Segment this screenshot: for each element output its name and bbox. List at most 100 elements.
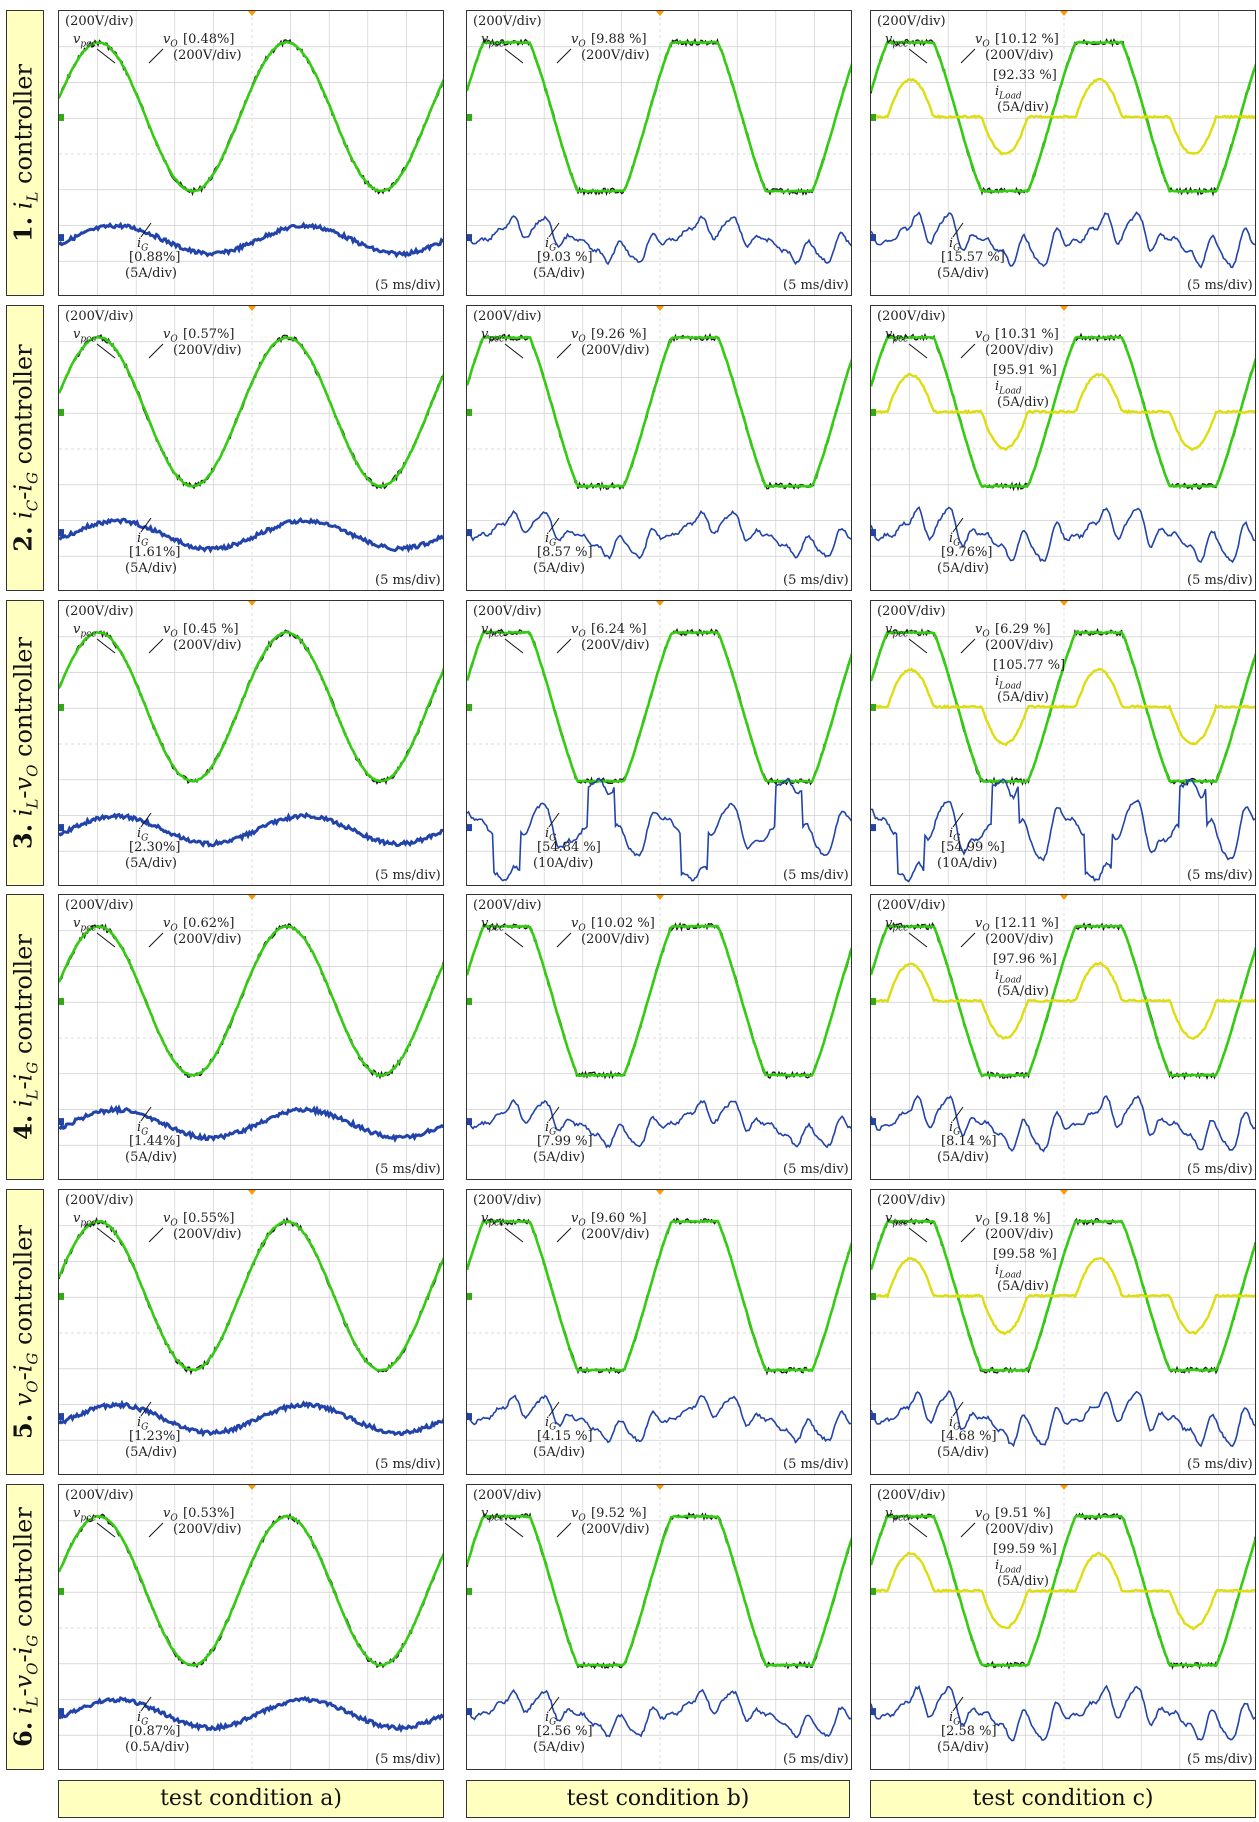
vo-symbol: vO [571,622,586,640]
trigger-marker [656,895,664,900]
channel-marker-current [59,234,64,242]
channel-marker-current [467,824,472,832]
ig-symbol: iG [545,1120,557,1138]
vpcc-symbol: vpcc [73,1211,97,1229]
ig-scale-label: (5A/div) [125,266,178,281]
ig-scale-label: (5A/div) [533,1445,586,1460]
time-scale-label: (5 ms/div) [783,1752,849,1767]
label-arrows [908,638,976,828]
vpcc-trace [467,921,851,1080]
ig-thd-label: [4.15 %] [537,1429,593,1444]
scope-panel-r4-a: (200V/div) (5 ms/div) vpcc vO [0.62%] (200V/d… [58,894,444,1180]
channel-marker-current [467,1118,472,1126]
scope-panel-r5-a: (200V/div) (5 ms/div) vpcc vO [0.55%] (200V/d… [58,1189,444,1475]
voltage-scale-label: (200V/div) [473,604,542,619]
scope-grid [871,11,1255,295]
ig-thd-label: [2.30%] [129,840,181,855]
vo-trace [467,40,851,194]
vo-trace [871,40,1255,194]
vo-thd-label: [9.52 %] [591,1506,647,1521]
vo-scale-label: (200V/div) [581,1522,650,1537]
scope-grid [871,895,1255,1179]
ig-thd-label: [54.99 %] [941,840,1005,855]
row-number-6: 6. [8,1721,38,1747]
time-scale-label: (5 ms/div) [375,1162,441,1177]
vpcc-symbol: vpcc [481,1211,505,1229]
ig-trace [467,1098,851,1149]
ig-symbol: iG [949,826,961,844]
vo-trace [467,1219,851,1373]
iload-trace [871,1551,1255,1631]
voltage-scale-label: (200V/div) [877,14,946,29]
label-arrows [504,932,572,1122]
iload-thd-label: [95.91 %] [993,363,1057,378]
ig-scale-label: (5A/div) [125,856,178,871]
vo-thd-label: [0.62%] [183,916,235,931]
scope-traces [467,1190,851,1474]
scope-traces [871,306,1255,590]
voltage-scale-label: (200V/div) [65,1488,134,1503]
vpcc-trace [59,1216,443,1376]
channel-marker-voltage [59,997,64,1005]
trigger-marker [248,895,256,900]
ig-thd-label: [54.84 %] [537,840,601,855]
ig-symbol: iG [949,531,961,549]
ig-trace [871,1389,1255,1448]
ig-symbol: iG [545,1415,557,1433]
iload-symbol: iLoad [995,674,1022,692]
vo-thd-label: [10.02 %] [591,916,655,931]
vo-trace [59,1219,443,1373]
time-scale-label: (5 ms/div) [783,1162,849,1177]
trigger-marker [1060,306,1068,311]
iload-symbol: iLoad [995,84,1022,102]
channel-marker-current [59,824,64,832]
label-arrows [504,1227,572,1417]
scope-panel-r2-b: (200V/div) (5 ms/div) vpcc vO [9.26 %] (200V/… [466,305,852,591]
vo-trace [59,924,443,1077]
vpcc-trace [467,332,851,492]
iload-scale-label: (5A/div) [997,690,1050,705]
channel-marker-current [467,1413,472,1421]
vo-thd-label: [0.48%] [183,32,235,47]
row-number-1: 1. [8,216,38,242]
scope-grid [59,1190,443,1474]
label-arrows [96,932,164,1122]
ig-trace [467,1394,851,1444]
label-arrows [96,48,164,238]
ig-symbol: iG [137,1710,149,1728]
row-number-3: 3. [8,823,38,849]
scope-panel-r3-c: (200V/div) (5 ms/div) vpcc vO [6.29 %] (200V/… [870,600,1256,886]
vpcc-symbol: vpcc [73,327,97,345]
iload-symbol: iLoad [995,968,1022,986]
ig-scale-label: (10A/div) [937,856,998,871]
vo-scale-label: (200V/div) [581,48,650,63]
ig-trace [59,1399,443,1438]
vo-symbol: vO [163,916,178,934]
vo-trace [871,335,1255,489]
iload-scale-label: (5A/div) [997,1574,1050,1589]
label-arrows [504,343,572,533]
time-scale-label: (5 ms/div) [375,1457,441,1472]
label-arrows [908,343,976,533]
ig-scale-label: (5A/div) [533,561,586,576]
voltage-scale-label: (200V/div) [473,898,542,913]
vo-thd-label: [0.57%] [183,327,235,342]
vpcc-symbol: vpcc [73,916,97,934]
ig-trace [59,1104,443,1143]
channel-marker-voltage [59,113,64,121]
ig-scale-label: (5A/div) [533,1740,586,1755]
scope-traces [59,601,443,885]
ig-symbol: iG [137,531,149,549]
vpcc-symbol: vpcc [481,916,505,934]
scope-traces [59,1485,443,1769]
vo-scale-label: (200V/div) [985,1522,1054,1537]
ig-thd-label: [4.68 %] [941,1429,997,1444]
iload-thd-label: [97.96 %] [993,952,1057,967]
vo-scale-label: (200V/div) [173,932,242,947]
vo-trace [59,630,443,783]
row-label-3: 3. iL-vO controller [6,600,44,886]
scope-panel-r5-b: (200V/div) (5 ms/div) vpcc vO [9.60 %] (200V/… [466,1189,852,1475]
vo-symbol: vO [975,622,990,640]
ig-trace [467,215,851,266]
